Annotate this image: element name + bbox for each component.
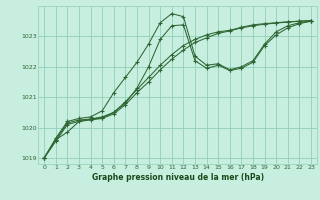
X-axis label: Graphe pression niveau de la mer (hPa): Graphe pression niveau de la mer (hPa) — [92, 173, 264, 182]
